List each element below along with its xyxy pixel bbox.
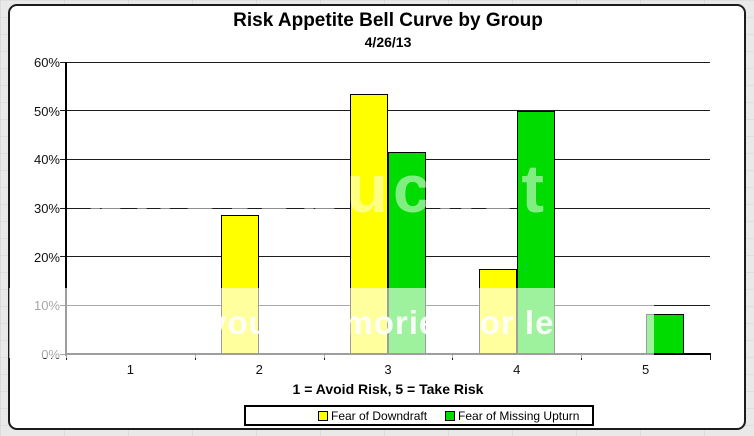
y-axis-tick: [60, 158, 66, 160]
y-axis-label: 40%: [33, 152, 60, 168]
x-axis-tick: [323, 355, 325, 360]
x-category-label: 5: [641, 362, 650, 377]
y-axis-label: 30%: [33, 201, 60, 216]
bar-fear-of-missing-upturn-cat3[interactable]: [388, 152, 426, 354]
gridline-50: [66, 110, 710, 112]
bar-fear-of-missing-upturn-cat4[interactable]: [516, 110, 555, 354]
y-axis-label: 10%: [33, 298, 60, 314]
chart-subtitle: 4/26/13: [364, 34, 412, 50]
y-axis-line: [65, 62, 67, 356]
x-axis-title: 1 = Avoid Risk, 5 = Take Risk: [292, 381, 484, 397]
y-axis-tick: [60, 207, 66, 209]
x-axis-tick: [66, 355, 67, 360]
x-category-label: 4: [513, 362, 521, 377]
bar-fear-of-downdraft-cat3[interactable]: [350, 94, 388, 354]
x-axis-tick: [710, 355, 711, 360]
y-axis-tick: [60, 61, 66, 63]
legend-swatch: [445, 410, 456, 421]
bar-fear-of-missing-upturn-cat5[interactable]: [645, 313, 684, 354]
bar-fear-of-downdraft-cat4[interactable]: [478, 268, 517, 354]
y-axis-tick: [60, 256, 66, 258]
x-category-label: 1: [126, 362, 134, 377]
y-axis-label: 0%: [41, 347, 60, 362]
legend[interactable]: Fear of Downdraft Fear of Missing Upturn: [244, 405, 594, 426]
y-axis-tick: [60, 110, 66, 112]
legend-swatch: [318, 410, 328, 421]
y-axis-label: 50%: [33, 103, 60, 119]
x-category-label: 2: [255, 362, 263, 377]
bar-fear-of-downdraft-cat2[interactable]: [221, 214, 260, 354]
gridline-60: [66, 61, 710, 63]
legend-item-fear-of-missing-upturn[interactable]: Fear of Missing Upturn: [445, 409, 579, 423]
chart-title: Risk Appetite Bell Curve by Group: [233, 10, 543, 31]
x-axis-tick: [194, 355, 196, 360]
x-category-label: 3: [384, 362, 392, 377]
legend-label: Fear of Downdraft: [331, 408, 428, 423]
y-axis-label: 20%: [33, 249, 60, 265]
x-axis-tick: [581, 355, 583, 360]
y-axis-label: 60%: [33, 55, 60, 70]
legend-item-fear-of-downdraft[interactable]: Fear of Downdraft: [318, 409, 427, 423]
x-axis-tick: [452, 355, 454, 360]
legend-label: Fear of Missing Upturn: [458, 408, 580, 423]
